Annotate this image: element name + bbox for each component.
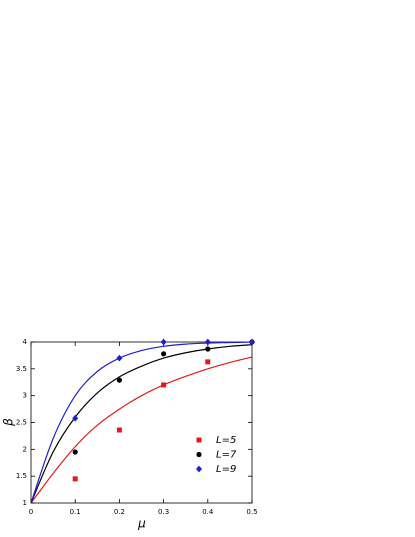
y-tick-label: 1.5: [16, 472, 27, 480]
y-tick-label: 3.5: [16, 365, 27, 373]
fit-curve: [30, 344, 253, 504]
x-axis-label: μ: [137, 517, 146, 531]
data-point: [160, 338, 167, 346]
y-tick-label: 2: [23, 445, 27, 453]
x-tick-label: 0.1: [70, 508, 81, 516]
x-tick-label: 0: [29, 508, 33, 516]
x-tick-label: 0.2: [114, 508, 125, 516]
data-point: [72, 449, 78, 455]
data-point: [161, 382, 167, 388]
y-tick-label: 4: [23, 338, 28, 346]
legend-marker: [196, 465, 202, 473]
data-point: [161, 351, 167, 357]
y-tick-label: 1: [23, 499, 27, 507]
fit-curve: [30, 341, 253, 504]
legend-label: L=9: [216, 464, 236, 475]
x-tick-label: 0.3: [158, 508, 169, 516]
data-point: [204, 338, 211, 346]
legend-label: L=7: [216, 450, 237, 461]
fit-curve: [30, 356, 253, 504]
legend-label: L=5: [216, 435, 236, 446]
x-tick-label: 0.4: [202, 508, 214, 516]
x-tick-label: 0.5: [246, 508, 257, 516]
legend-marker: [196, 451, 202, 458]
y-tick-label: 3: [23, 392, 27, 400]
data-point: [116, 377, 122, 383]
data-point: [72, 414, 79, 422]
legend-marker: [196, 437, 202, 443]
data-point: [205, 346, 211, 352]
data-point: [205, 359, 211, 365]
data-point: [116, 354, 123, 362]
data-point: [116, 427, 122, 433]
data-point: [72, 476, 78, 482]
data-point: [249, 338, 255, 346]
y-tick-label: 2.5: [16, 419, 27, 427]
y-axis-label: β: [2, 418, 16, 427]
